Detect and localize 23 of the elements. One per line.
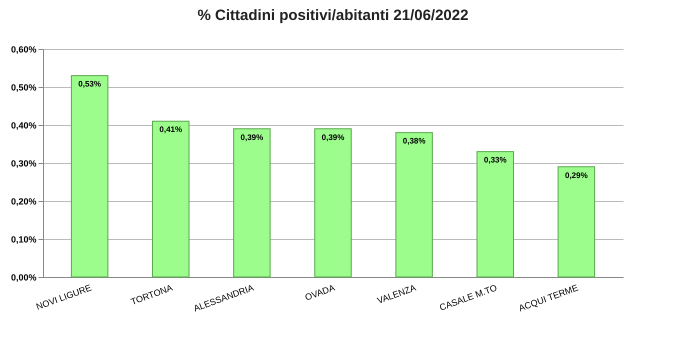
y-tick-label: 0,30%	[10, 158, 36, 168]
data-label: 0,38%	[402, 136, 426, 146]
data-label: 0,33%	[484, 156, 507, 165]
bar	[233, 128, 271, 278]
bar	[70, 75, 108, 278]
y-tick-label: 0,20%	[10, 196, 36, 206]
x-tick-label: OVADA	[304, 282, 336, 303]
bar	[152, 120, 190, 278]
y-tick-label: 0,40%	[10, 120, 36, 130]
data-label: 0,39%	[322, 132, 344, 142]
bar	[314, 128, 352, 278]
data-label: 0,41%	[159, 125, 182, 134]
bar	[395, 132, 433, 278]
y-tick-label: 0,10%	[10, 234, 36, 244]
bar	[558, 166, 596, 278]
bar	[476, 151, 514, 278]
data-label: 0,53%	[78, 80, 101, 89]
data-label: 0,39%	[240, 132, 264, 142]
chart-title: % Cittadini positivi/abitanti 21/06/2022	[198, 7, 468, 24]
y-tick-label: 0,00%	[10, 272, 36, 282]
data-label: 0,29%	[565, 170, 588, 180]
y-tick-label: 0,60%	[10, 44, 36, 54]
y-tick-label: 0,50%	[10, 82, 36, 92]
